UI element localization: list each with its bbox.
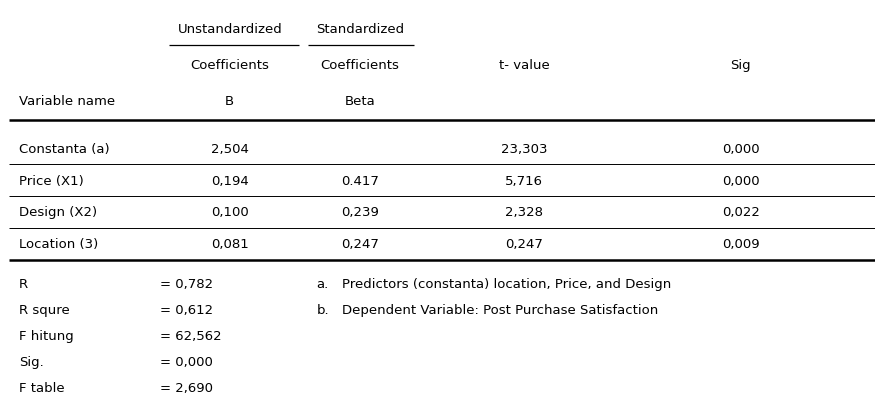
Text: 23,303: 23,303	[501, 143, 547, 156]
Text: 0.417: 0.417	[340, 174, 378, 187]
Text: 2,328: 2,328	[506, 206, 544, 219]
Text: Constanta (a): Constanta (a)	[19, 143, 110, 156]
Text: = 2,690: = 2,690	[161, 381, 213, 394]
Text: = 62,562: = 62,562	[161, 329, 222, 342]
Text: 0,022: 0,022	[722, 206, 760, 219]
Text: = 0,782: = 0,782	[161, 277, 214, 290]
Text: Price (X1): Price (X1)	[19, 174, 84, 187]
Text: Location (3): Location (3)	[19, 238, 98, 251]
Text: F hitung: F hitung	[19, 329, 74, 342]
Text: 0,247: 0,247	[340, 238, 378, 251]
Text: 0,247: 0,247	[506, 238, 544, 251]
Text: 0,000: 0,000	[722, 174, 759, 187]
Text: Coefficients: Coefficients	[190, 59, 270, 72]
Text: 0,100: 0,100	[211, 206, 248, 219]
Text: a.: a.	[316, 277, 329, 290]
Text: 0,194: 0,194	[211, 174, 248, 187]
Text: Sig.: Sig.	[19, 355, 44, 368]
Text: Standardized: Standardized	[316, 23, 404, 36]
Text: Design (X2): Design (X2)	[19, 206, 97, 219]
Text: 5,716: 5,716	[506, 174, 544, 187]
Text: b.: b.	[316, 303, 329, 316]
Text: t- value: t- value	[499, 59, 550, 72]
Text: Coefficients: Coefficients	[320, 59, 400, 72]
Text: F table: F table	[19, 381, 65, 394]
Text: Beta: Beta	[345, 95, 375, 108]
Text: R: R	[19, 277, 28, 290]
Text: R squre: R squre	[19, 303, 70, 316]
Text: 0,081: 0,081	[211, 238, 248, 251]
Text: = 0,612: = 0,612	[161, 303, 214, 316]
Text: Unstandardized: Unstandardized	[178, 23, 282, 36]
Text: Variable name: Variable name	[19, 95, 115, 108]
Text: B: B	[225, 95, 234, 108]
Text: 0,009: 0,009	[722, 238, 759, 251]
Text: Dependent Variable: Post Purchase Satisfaction: Dependent Variable: Post Purchase Satisf…	[342, 303, 659, 316]
Text: 0,239: 0,239	[340, 206, 378, 219]
Text: = 0,000: = 0,000	[161, 355, 213, 368]
Text: Predictors (constanta) location, Price, and Design: Predictors (constanta) location, Price, …	[342, 277, 672, 290]
Text: 2,504: 2,504	[210, 143, 248, 156]
Text: Sig: Sig	[730, 59, 751, 72]
Text: 0,000: 0,000	[722, 143, 759, 156]
